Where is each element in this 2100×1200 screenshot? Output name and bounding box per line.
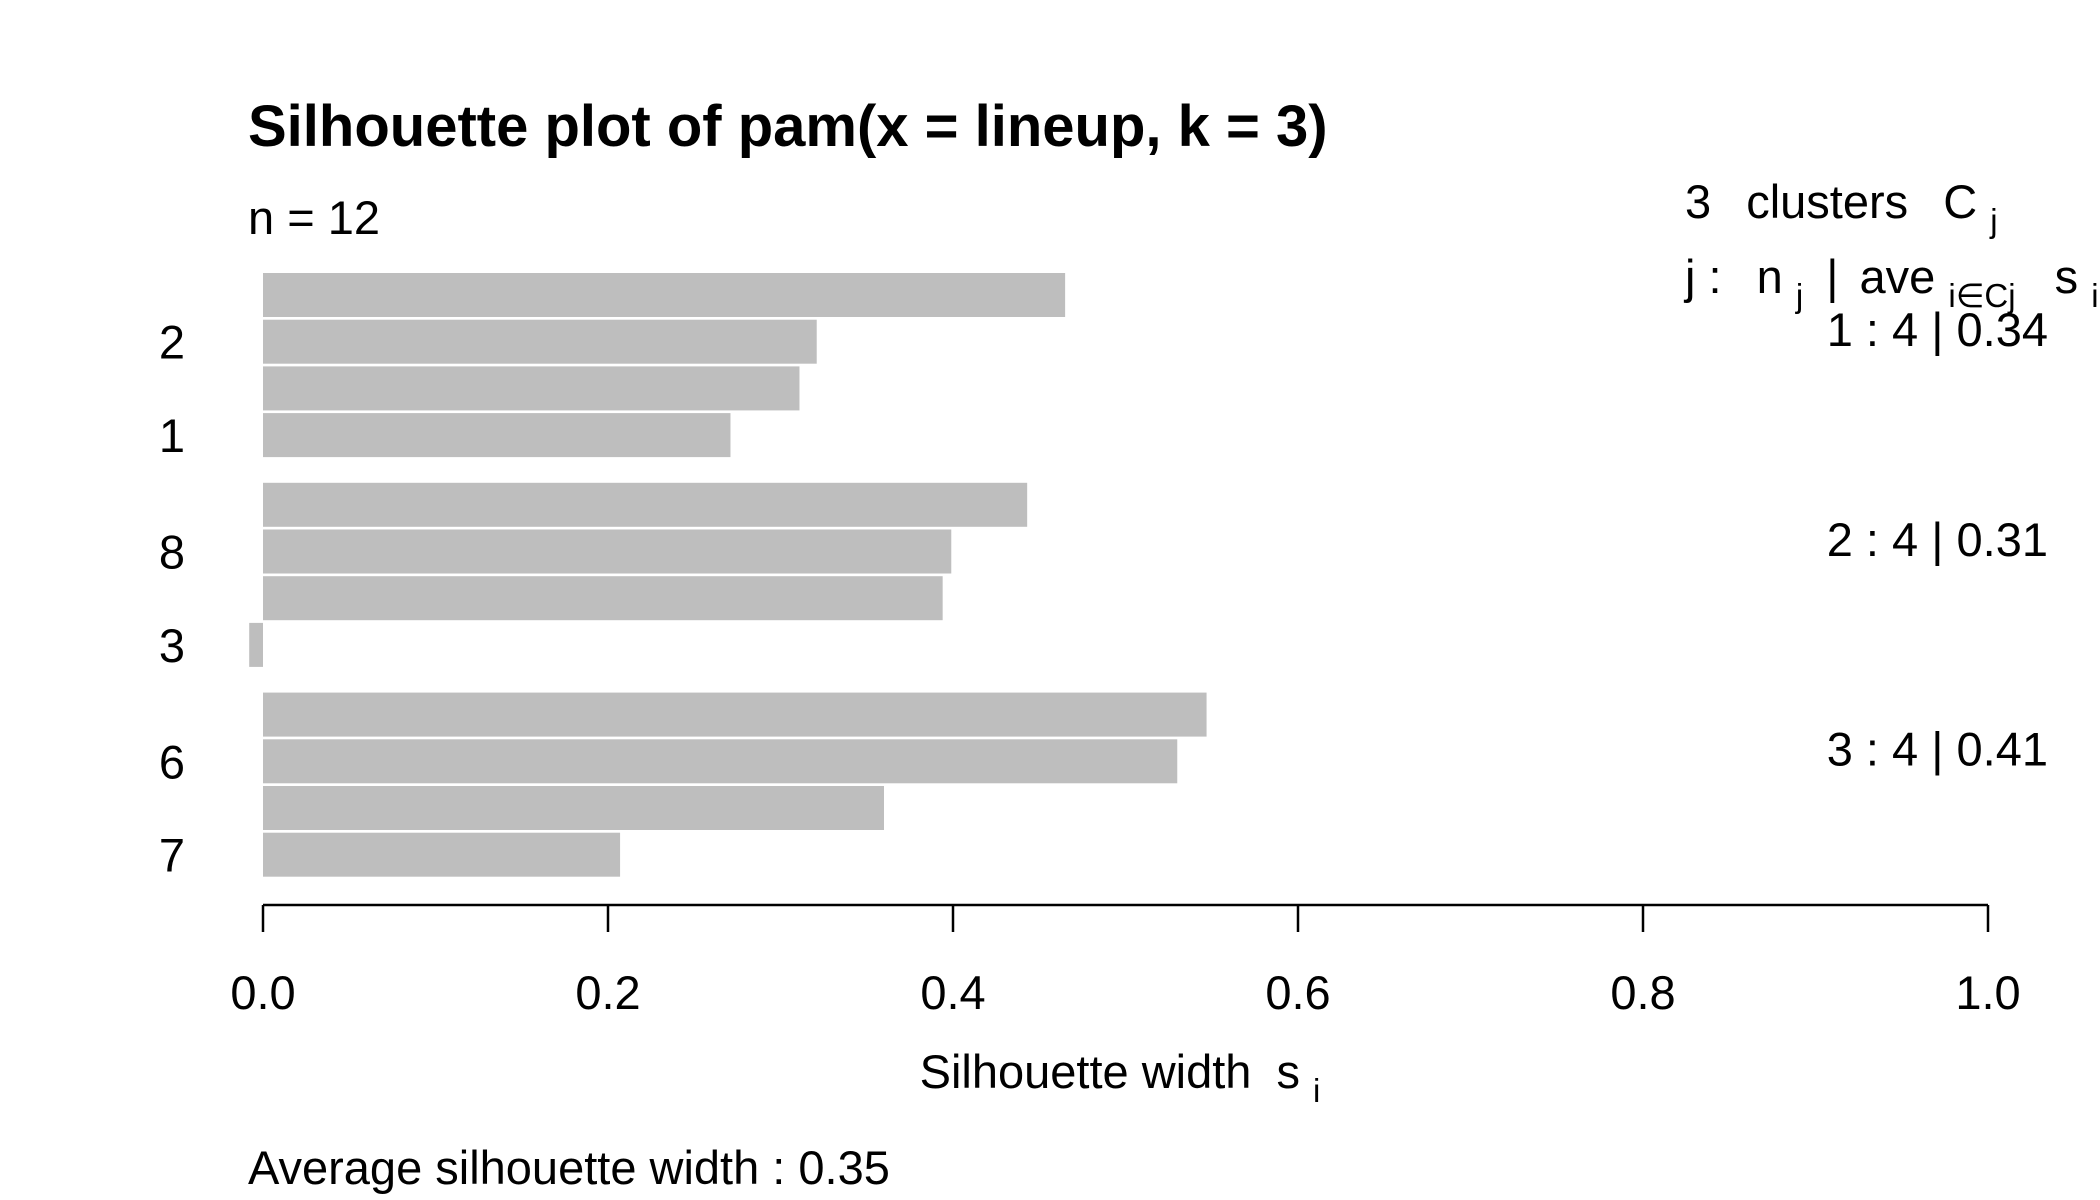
legend-ave-label: ave <box>1860 250 1936 303</box>
legend-clusters-text: clusters <box>1746 175 1908 228</box>
legend-s-symbol: s <box>2055 250 2079 303</box>
silhouette-bar <box>263 739 1178 784</box>
legend: 3 clusters C j j : n j | ave i∈Cj s i <box>1683 175 2099 317</box>
legend-c-subscript: j <box>1989 202 1997 239</box>
x-axis-title-symbol: s <box>1276 1045 1300 1098</box>
x-tick-label: 0.0 <box>230 966 295 1019</box>
row-label: 6 <box>159 735 185 788</box>
x-axis: 0.0 0.2 0.4 0.6 0.8 1.0 <box>230 903 2021 1019</box>
silhouette-bar <box>263 529 952 574</box>
x-tick-label: 1.0 <box>1955 966 2020 1019</box>
cluster-stats-group: 1 : 4 | 0.34 2 : 4 | 0.31 3 : 4 | 0.41 <box>1827 303 2048 776</box>
row-label: 8 <box>159 526 185 579</box>
legend-c-symbol: C <box>1943 175 1977 228</box>
silhouette-bar <box>263 692 1207 737</box>
silhouette-bar <box>263 366 800 411</box>
silhouette-bar <box>263 786 884 830</box>
silhouette-bar <box>263 482 1028 527</box>
cluster-stat-2: 2 : 4 | 0.31 <box>1827 513 2048 566</box>
x-tick-label: 0.2 <box>575 966 640 1019</box>
cluster-stat-1: 1 : 4 | 0.34 <box>1827 303 2048 356</box>
x-axis-title-text: Silhouette width <box>920 1045 1252 1098</box>
silhouette-bar <box>263 576 943 621</box>
silhouette-bar <box>263 319 817 364</box>
legend-column-header: j : n j | ave i∈Cj s i <box>1683 250 2099 317</box>
silhouette-bar <box>263 832 621 877</box>
row-label: 7 <box>159 829 185 882</box>
chart-title: Silhouette plot of pam(x = lineup, k = 3… <box>248 94 1328 159</box>
x-tick-label: 0.8 <box>1610 966 1675 1019</box>
legend-s-subscript: i <box>2091 277 2098 314</box>
legend-cluster-count: 3 <box>1685 175 1711 228</box>
silhouette-bar <box>263 413 731 458</box>
row-labels-group: 2 1 8 3 6 7 <box>159 316 185 882</box>
x-axis-title: Silhouette width s i <box>920 1045 1321 1109</box>
silhouette-bar <box>263 273 1066 317</box>
legend-separator: | <box>1826 250 1838 303</box>
n-label: n = 12 <box>248 191 380 244</box>
cluster-stat-3: 3 : 4 | 0.41 <box>1827 723 2048 776</box>
legend-j-label: j : <box>1683 250 1722 303</box>
legend-header: 3 clusters C j <box>1685 175 1998 239</box>
row-label: 2 <box>159 316 185 369</box>
x-tick-label: 0.4 <box>920 966 985 1019</box>
legend-n-subscript: j <box>1795 277 1803 314</box>
legend-ave-subscript: i∈Cj <box>1948 277 2015 314</box>
x-tick-label: 0.6 <box>1265 966 1330 1019</box>
row-label: 3 <box>159 619 185 672</box>
legend-n-symbol: n <box>1757 250 1783 303</box>
average-silhouette-footer: Average silhouette width : 0.35 <box>248 1141 890 1194</box>
row-label: 1 <box>159 409 185 462</box>
bars-group <box>249 273 1207 877</box>
silhouette-bar <box>249 622 263 667</box>
x-axis-title-subscript: i <box>1313 1072 1320 1109</box>
